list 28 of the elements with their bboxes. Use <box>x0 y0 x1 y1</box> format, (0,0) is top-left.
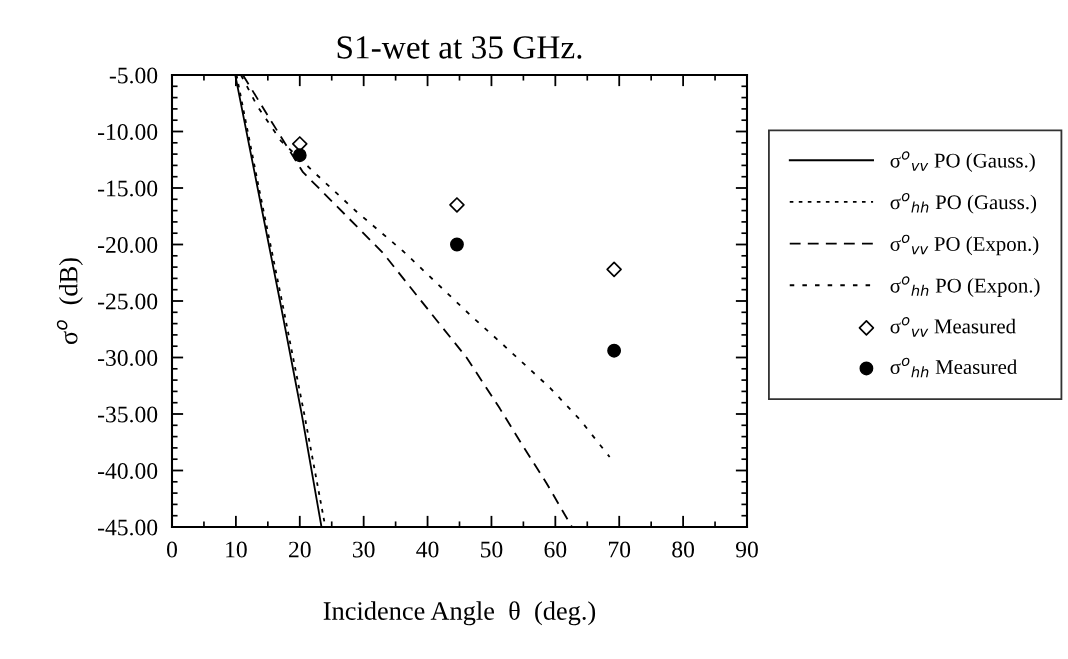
legend-label: σ$^{o}$$_{vv}$ Measured <box>890 317 1016 337</box>
y-tick-label: -40.00 <box>98 462 158 480</box>
x-tick-label: 40 <box>416 541 439 558</box>
legend-label: σ$^{o}$$_{hh}$ PO (Gauss.) <box>890 192 1037 214</box>
y-tick-label: -45.00 <box>98 519 158 536</box>
y-tick-label: -10.00 <box>98 123 158 141</box>
legend-label: σ$^{o}$$_{vv}$ PO (Gauss.) <box>890 151 1035 172</box>
y-tick-label: -30.00 <box>98 349 158 367</box>
x-tick-label: 70 <box>608 541 631 558</box>
y-axis-title: σ$^{o}$ (dB) <box>56 258 83 345</box>
x-tick-label: 30 <box>352 541 375 558</box>
x-tick-label: 90 <box>735 541 758 558</box>
legend-label: σ$^{o}$$_{vv}$ PO (Expon.) <box>890 234 1039 256</box>
y-tick-label: -5.00 <box>109 67 158 84</box>
legend-label: σ$^{o}$$_{hh}$ Measured <box>890 357 1018 378</box>
x-axis-title: Incidence Angle θ (deg.) <box>323 601 596 626</box>
y-tick-label: -25.00 <box>98 293 158 310</box>
x-tick-label: 20 <box>289 541 311 558</box>
x-tick-label: 80 <box>672 541 695 558</box>
y-tick-label: -35.00 <box>98 406 158 423</box>
y-tick-label: -15.00 <box>98 180 158 197</box>
x-tick-label: 60 <box>544 541 567 558</box>
x-tick-label: 50 <box>481 541 503 558</box>
y-tick-label: -20.00 <box>98 236 158 254</box>
x-tick-label: 0 <box>167 541 177 558</box>
x-tick-label: 10 <box>226 541 247 558</box>
chart-title: S1-wet at 35 GHz. <box>337 36 582 59</box>
legend-label: σ$^{o}$$_{hh}$ PO (Expon.) <box>890 276 1040 297</box>
